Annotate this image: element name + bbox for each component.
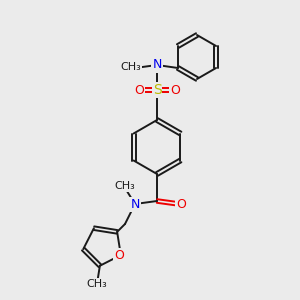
Text: O: O <box>114 249 124 262</box>
Text: O: O <box>176 199 186 212</box>
Text: CH₃: CH₃ <box>87 278 107 289</box>
Text: N: N <box>130 197 140 211</box>
Text: O: O <box>170 83 180 97</box>
Text: S: S <box>153 83 161 97</box>
Text: N: N <box>152 58 162 71</box>
Text: CH₃: CH₃ <box>115 181 135 191</box>
Text: CH₃: CH₃ <box>121 62 141 72</box>
Text: O: O <box>134 83 144 97</box>
